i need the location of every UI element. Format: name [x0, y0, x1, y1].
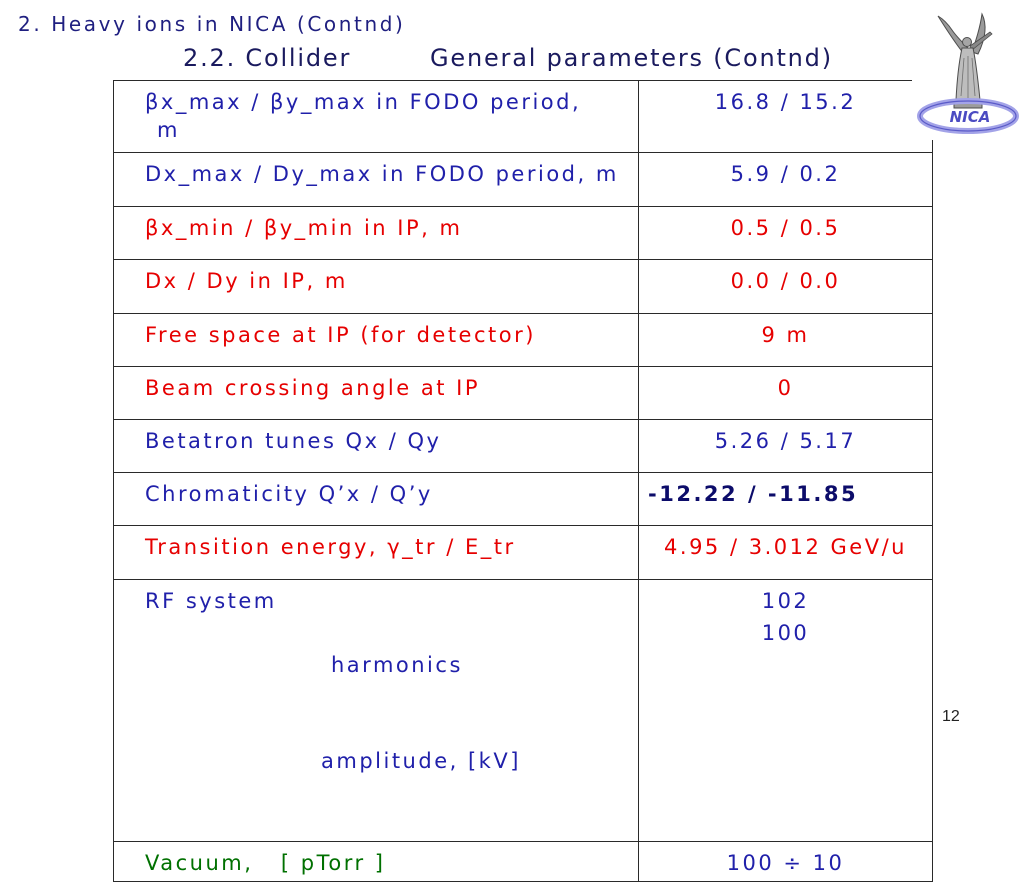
- value-text: -12.22 / -11.85: [648, 482, 859, 506]
- rf-sub-parameters: harmonics amplitude, [kV]: [321, 585, 521, 841]
- table-row: βx_max / βy_max in FODO period, m 16.8 /…: [113, 80, 933, 153]
- table-row: Betatron tunes Qx / Qy 5.26 / 5.17: [113, 419, 933, 473]
- parameter-cell: RF system harmonics amplitude, [kV]: [113, 579, 639, 842]
- value-cell: 0.5 / 0.5: [638, 206, 933, 260]
- parameter-label: Beam crossing angle at IP: [145, 376, 480, 400]
- value-harmonics: 102: [761, 589, 810, 613]
- value-text: 9 m: [761, 323, 810, 347]
- value-text: 100 ÷ 10: [726, 851, 845, 875]
- parameter-label: Vacuum, [ pTorr ]: [145, 851, 386, 875]
- parameter-cell: βx_min / βy_min in IP, m: [113, 206, 639, 260]
- logo-winged-figure: [937, 12, 993, 109]
- parameter-label: βx_max / βy_max in FODO period,: [145, 90, 582, 114]
- value-text: 5.9 / 0.2: [730, 162, 841, 186]
- parameter-cell: Beam crossing angle at IP: [113, 366, 639, 420]
- table-row: Beam crossing angle at IP 0: [113, 366, 933, 420]
- parameter-cell: Vacuum, [ pTorr ]: [113, 841, 639, 882]
- parameter-cell: Transition energy, γ_tr / E_tr: [113, 525, 639, 580]
- value-text: 5.26 / 5.17: [714, 429, 857, 453]
- subtitle-topic: General parameters (Contnd): [430, 44, 833, 72]
- parameter-cell: Dx / Dy in IP, m: [113, 259, 639, 314]
- parameter-label: Free space at IP (for detector): [145, 323, 536, 347]
- subtitle-section: 2.2. Collider: [183, 44, 352, 72]
- parameter-cell: Dx_max / Dy_max in FODO period, m: [113, 152, 639, 207]
- collider-parameters-table: βx_max / βy_max in FODO period, m 16.8 /…: [113, 80, 933, 882]
- table-row: Dx_max / Dy_max in FODO period, m 5.9 / …: [113, 152, 933, 207]
- value-cell: 9 m: [638, 313, 933, 367]
- sub-parameter-harmonics: harmonics: [331, 653, 463, 677]
- nica-logo-graphic: NICA: [917, 12, 1019, 134]
- sub-parameter-amplitude: amplitude, [kV]: [321, 749, 521, 773]
- slide-title: 2. Heavy ions in NICA (Contnd): [18, 12, 406, 36]
- table-row: Transition energy, γ_tr / E_tr 4.95 / 3.…: [113, 525, 933, 580]
- nica-logo: NICA: [912, 10, 1022, 140]
- value-cell: 100 ÷ 10: [638, 841, 933, 882]
- table-row: Dx / Dy in IP, m 0.0 / 0.0: [113, 259, 933, 314]
- logo-text: NICA: [950, 108, 991, 126]
- value-amplitude: 100: [761, 621, 810, 645]
- table-row: RF system harmonics amplitude, [kV] 102 …: [113, 579, 933, 842]
- table-row: Free space at IP (for detector) 9 m: [113, 313, 933, 367]
- parameter-label: Dx_max / Dy_max in FODO period, m: [145, 162, 619, 186]
- parameter-label: Transition energy, γ_tr / E_tr: [145, 535, 516, 559]
- page-number: 12: [942, 708, 960, 725]
- value-text: 0.5 / 0.5: [730, 216, 841, 240]
- table-row: Chromaticity Q’x / Q’y -12.22 / -11.85: [113, 472, 933, 526]
- value-cell: 0.0 / 0.0: [638, 259, 933, 314]
- parameter-cell: Chromaticity Q’x / Q’y: [113, 472, 639, 526]
- parameter-label: βx_min / βy_min in IP, m: [145, 216, 463, 240]
- logo-ring: [917, 98, 1019, 134]
- value-cell: 5.26 / 5.17: [638, 419, 933, 473]
- parameter-cell: Free space at IP (for detector): [113, 313, 639, 367]
- value-cell: 5.9 / 0.2: [638, 152, 933, 207]
- value-cell: 102 100: [638, 579, 933, 842]
- rf-system-group: RF system harmonics amplitude, [kV]: [145, 585, 634, 841]
- parameter-cell: Betatron tunes Qx / Qy: [113, 419, 639, 473]
- table-row: βx_min / βy_min in IP, m 0.5 / 0.5: [113, 206, 933, 260]
- value-cell: 4.95 / 3.012 GeV/u: [638, 525, 933, 580]
- parameter-label-continuation: m: [157, 118, 180, 142]
- value-cell: 16.8 / 15.2: [638, 80, 933, 153]
- value-cell: -12.22 / -11.85: [638, 472, 933, 526]
- value-text: 4.95 / 3.012 GeV/u: [664, 535, 907, 559]
- parameter-label: Betatron tunes Qx / Qy: [145, 429, 442, 453]
- value-text: 0: [777, 376, 794, 400]
- value-cell: 0: [638, 366, 933, 420]
- parameter-label: Chromaticity Q’x / Q’y: [145, 482, 433, 506]
- table-row: Vacuum, [ pTorr ] 100 ÷ 10: [113, 841, 933, 882]
- value-text: 16.8 / 15.2: [714, 90, 857, 114]
- parameter-label: RF system: [145, 589, 277, 613]
- value-text: 0.0 / 0.0: [730, 269, 841, 293]
- parameter-cell: βx_max / βy_max in FODO period, m: [113, 80, 639, 153]
- parameter-label: Dx / Dy in IP, m: [145, 269, 348, 293]
